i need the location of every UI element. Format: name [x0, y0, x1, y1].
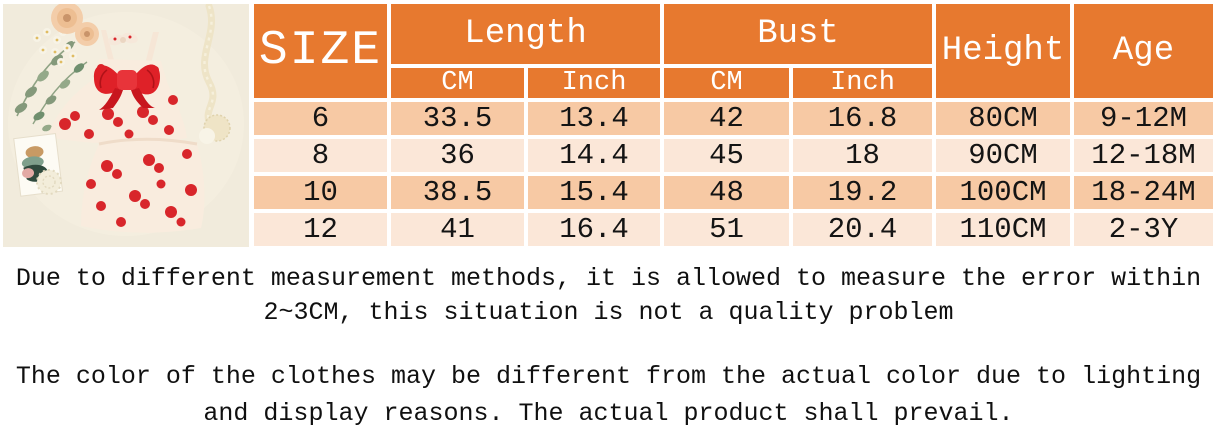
- size-chart-table: SIZE Length Bust Height Age CM Inch CM I…: [250, 0, 1217, 250]
- table-row-size-12: 12 41 16.4 51 20.4 110CM 2-3Y: [254, 213, 1214, 246]
- dress-top-graphic: [47, 30, 187, 144]
- cell-bust-cm: 42: [664, 102, 790, 135]
- cell-age: 18-24M: [1074, 176, 1214, 209]
- col-subheader-bust-inch: Inch: [793, 68, 933, 98]
- cell-age: 12-18M: [1074, 139, 1214, 172]
- peach-flowers-decoration: [51, 4, 99, 46]
- daisies-decoration: [33, 28, 77, 66]
- skirt-graphic: [81, 137, 205, 233]
- table-row-size-6: 6 33.5 13.4 42 16.8 80CM 9-12M: [254, 102, 1214, 135]
- cell-height: 90CM: [936, 139, 1071, 172]
- col-subheader-length-cm: CM: [391, 68, 524, 98]
- cell-height: 110CM: [936, 213, 1071, 246]
- cell-length-inch: 15.4: [528, 176, 661, 209]
- cell-age: 9-12M: [1074, 102, 1214, 135]
- cell-length-inch: 16.4: [528, 213, 661, 246]
- cell-bust-cm: 45: [664, 139, 790, 172]
- cell-age: 2-3Y: [1074, 213, 1214, 246]
- cell-size: 12: [254, 213, 387, 246]
- col-header-height: Height: [936, 4, 1071, 98]
- cell-length-cm: 41: [391, 213, 524, 246]
- table-row-size-8: 8 36 14.4 45 18 90CM 12-18M: [254, 139, 1214, 172]
- col-header-length: Length: [391, 4, 661, 64]
- cell-bust-cm: 51: [664, 213, 790, 246]
- measurement-tolerance-note: Due to different measurement methods, it…: [15, 264, 1202, 327]
- cell-size: 10: [254, 176, 387, 209]
- col-header-age: Age: [1074, 4, 1214, 98]
- cell-length-inch: 14.4: [528, 139, 661, 172]
- cell-size: 8: [254, 139, 387, 172]
- cell-height: 80CM: [936, 102, 1071, 135]
- cell-length-cm: 33.5: [391, 102, 524, 135]
- col-subheader-bust-cm: CM: [664, 68, 790, 98]
- product-photo: [3, 4, 249, 247]
- cell-bust-inch: 18: [793, 139, 933, 172]
- headband-bow-graphic: [108, 32, 138, 46]
- cell-bust-inch: 20.4: [793, 213, 933, 246]
- cell-size: 6: [254, 102, 387, 135]
- cell-length-cm: 38.5: [391, 176, 524, 209]
- col-subheader-length-inch: Inch: [528, 68, 661, 98]
- red-bow-graphic: [93, 64, 161, 110]
- cell-height: 100CM: [936, 176, 1071, 209]
- disclaimer-notes: Due to different measurement methods, it…: [0, 256, 1217, 426]
- color-difference-note: The color of the clothes may be differen…: [15, 362, 1202, 426]
- col-header-bust: Bust: [664, 4, 933, 64]
- garland-decoration: [199, 4, 231, 144]
- lace-decoration: [36, 169, 62, 195]
- cell-bust-inch: 19.2: [793, 176, 933, 209]
- cell-bust-inch: 16.8: [793, 102, 933, 135]
- col-header-size: SIZE: [254, 4, 387, 98]
- cherry-print-skirt: [86, 149, 197, 227]
- cell-length-cm: 36: [391, 139, 524, 172]
- cell-bust-cm: 48: [664, 176, 790, 209]
- cell-length-inch: 13.4: [528, 102, 661, 135]
- table-row-size-10: 10 38.5 15.4 48 19.2 100CM 18-24M: [254, 176, 1214, 209]
